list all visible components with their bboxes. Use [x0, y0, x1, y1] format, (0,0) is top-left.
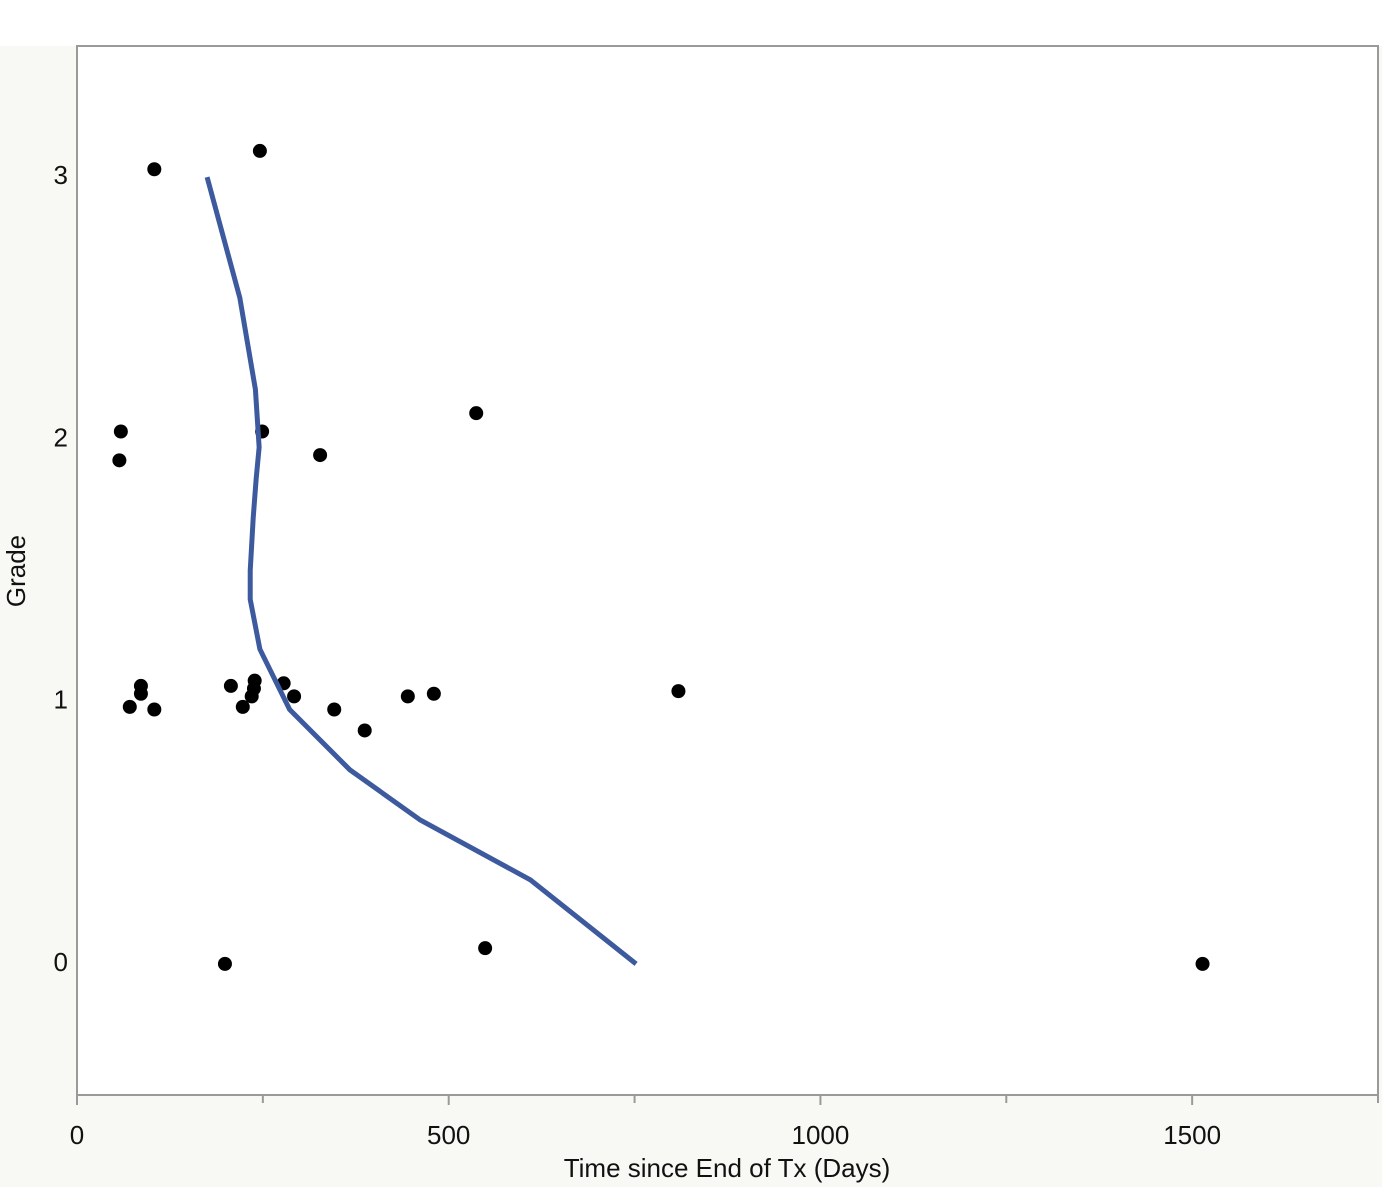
data-point: [122, 699, 137, 714]
data-point: [671, 684, 686, 699]
data-point: [223, 678, 238, 693]
data-point: [217, 956, 232, 971]
data-point: [252, 143, 267, 158]
x-tick-label: 1000: [792, 1120, 850, 1150]
data-point: [147, 702, 162, 717]
data-point: [400, 689, 415, 704]
x-tick-label: 0: [70, 1120, 84, 1150]
data-point: [147, 162, 162, 177]
data-point: [426, 686, 441, 701]
x-tick-label: 500: [427, 1120, 470, 1150]
data-point: [112, 453, 127, 468]
top-band: [0, 0, 1382, 46]
data-point: [357, 723, 372, 738]
data-point: [113, 424, 128, 439]
data-point: [313, 448, 328, 463]
data-point: [247, 673, 262, 688]
y-tick-label: 3: [54, 160, 68, 190]
x-axis-label: Time since End of Tx (Days): [564, 1153, 891, 1183]
y-tick-label: 0: [54, 947, 68, 977]
data-point: [287, 689, 302, 704]
data-point: [133, 686, 148, 701]
data-point: [478, 941, 493, 956]
y-tick-label: 1: [54, 685, 68, 715]
data-point: [1195, 956, 1210, 971]
x-tick-label: 1500: [1163, 1120, 1221, 1150]
y-tick-label: 2: [54, 422, 68, 452]
data-point: [327, 702, 342, 717]
data-point: [469, 406, 484, 421]
plot-area: [76, 45, 1379, 1096]
y-axis-label: Grade: [1, 535, 31, 607]
smooth-curve: [204, 176, 638, 966]
data-point: [235, 699, 250, 714]
